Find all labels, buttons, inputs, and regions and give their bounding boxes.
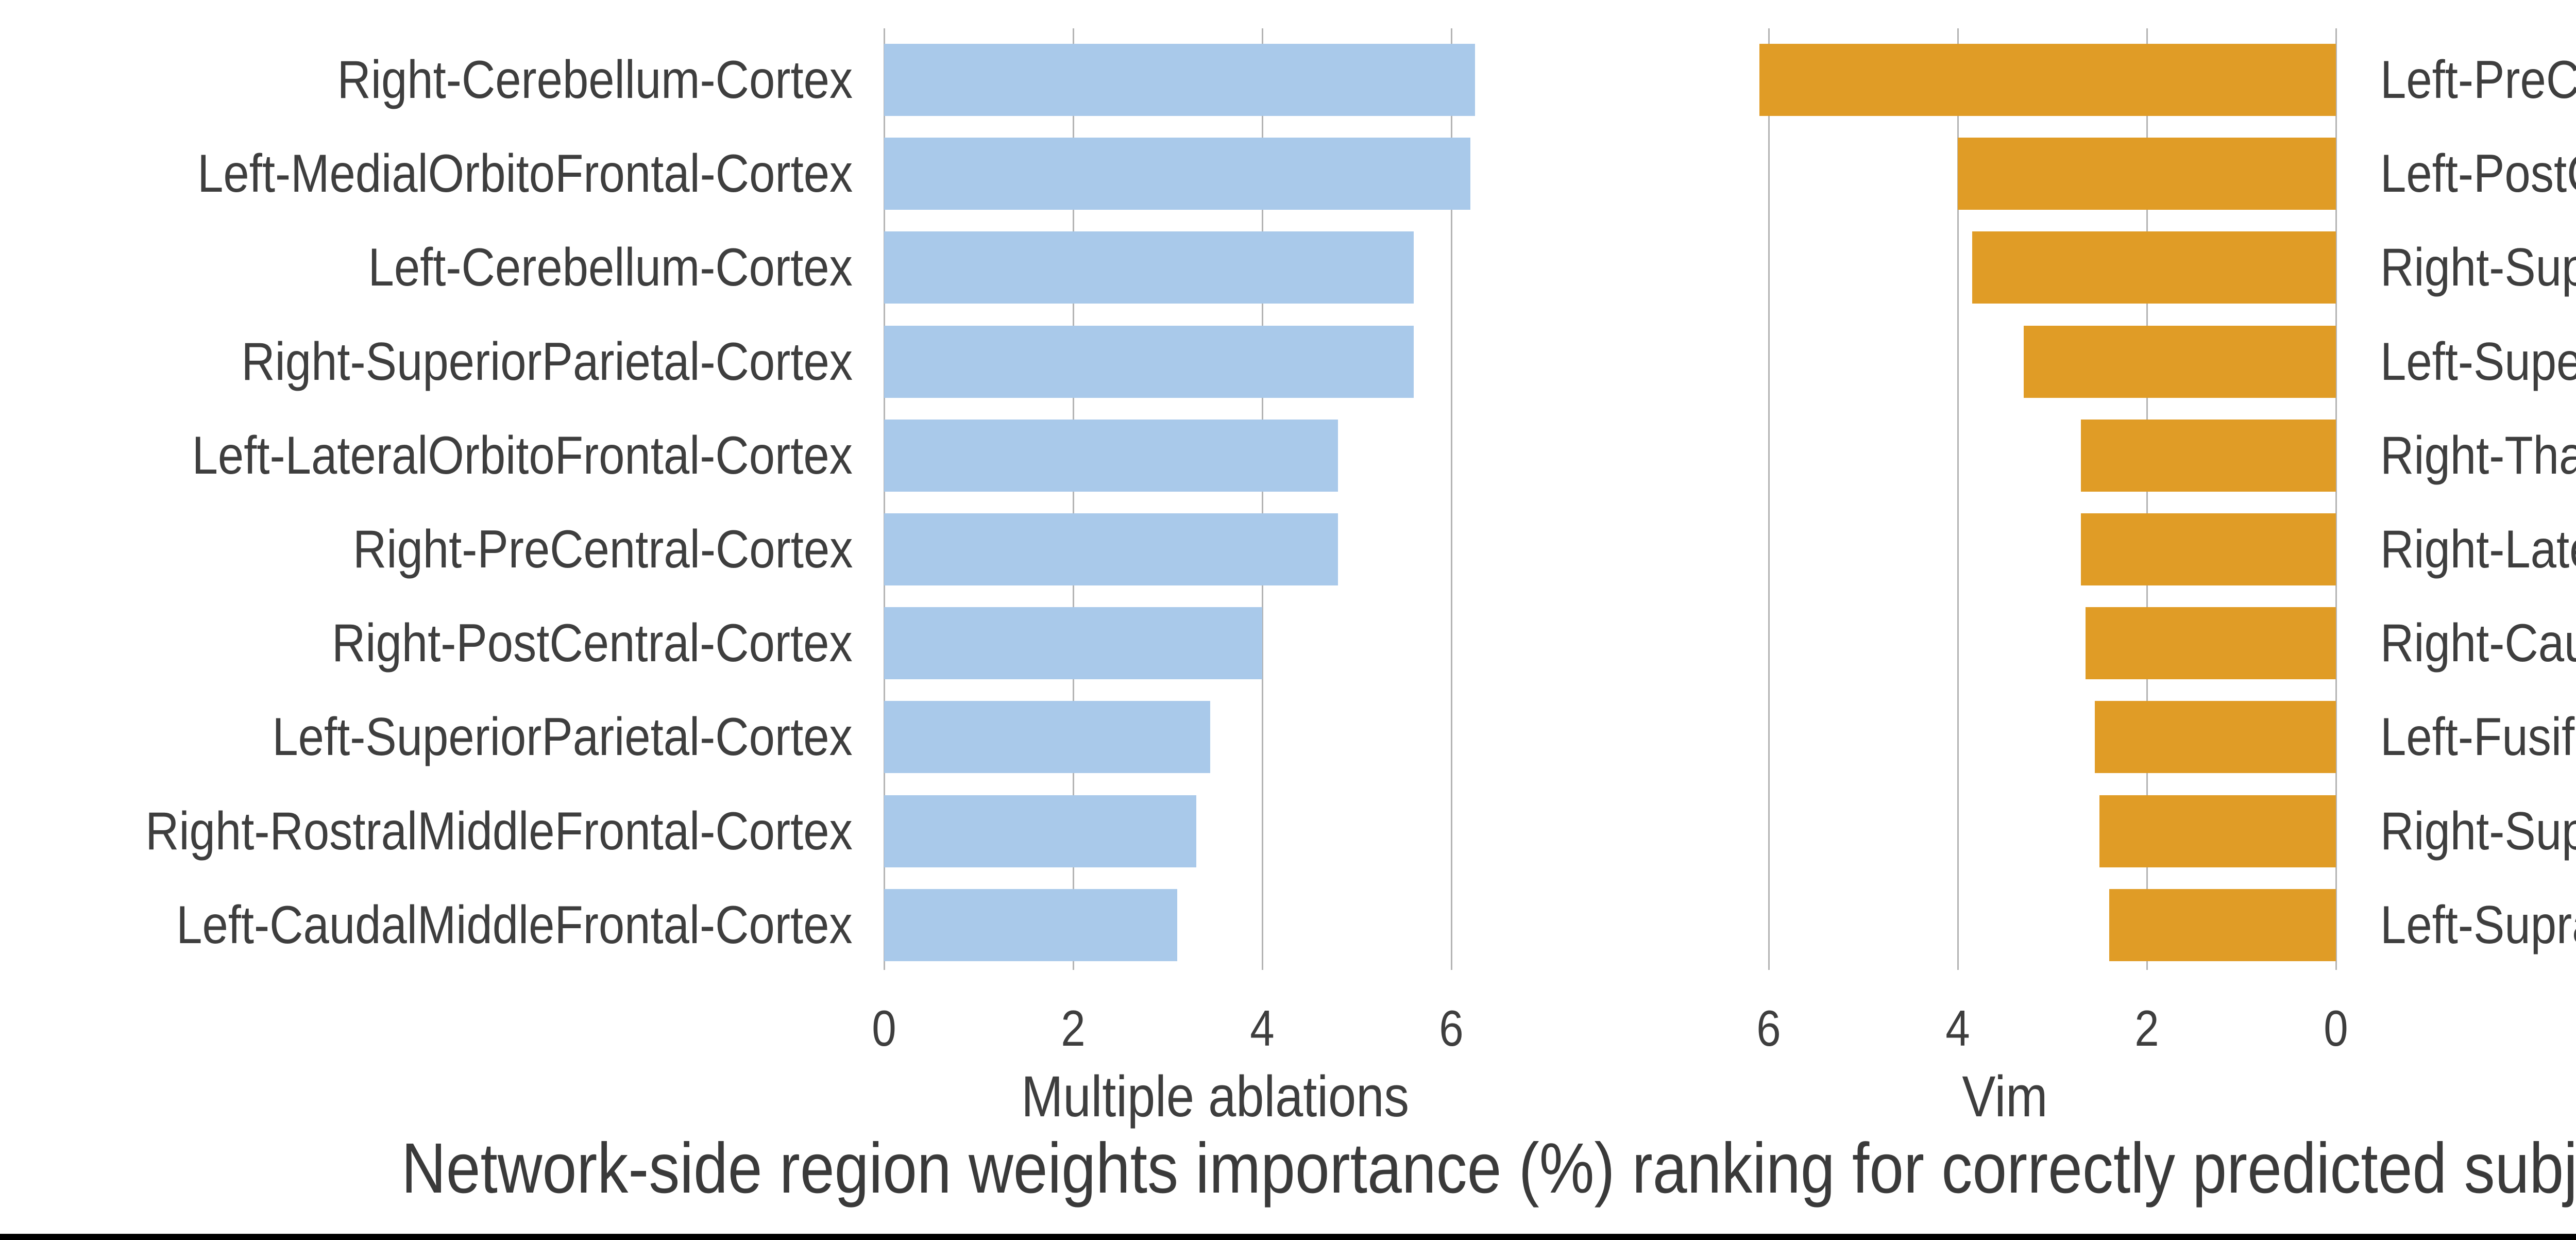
category-label: Left-SuperiorParietal-Cortex	[0, 701, 853, 773]
panel-vim: Vim 6 4 2 0	[1674, 28, 2348, 1126]
category-label: Left-Cerebellum-Cortex	[0, 231, 853, 304]
category-label-text: Right-SupraMarginal-Cortex	[2380, 801, 2576, 861]
category-label-text: Right-LateralOccipital-Cortex	[2380, 520, 2576, 579]
bar	[1958, 138, 2336, 210]
x-tick-label: 4	[1944, 1000, 1972, 1057]
category-label: Right-LateralOccipital-Cortex	[2380, 513, 2576, 585]
bar	[2080, 513, 2336, 585]
category-label-text: Left-Fusiform-Cortex	[2380, 707, 2576, 767]
gridline	[1768, 28, 1770, 970]
category-label-text: Right-Cerebellum-Cortex	[337, 50, 853, 110]
category-label: Right-PostCentral-Cortex	[0, 607, 853, 679]
category-label: Left-SupraMarginal-Cortex	[2380, 889, 2576, 961]
x-axis-label-text: Vim	[1962, 1064, 2048, 1129]
bar	[1759, 44, 2336, 116]
x-tick-label: 0	[870, 1000, 899, 1057]
gridline	[1450, 28, 1452, 970]
x-tick-label-text: 2	[2134, 1000, 2159, 1057]
x-tick-label-text: 0	[2324, 1000, 2348, 1057]
x-tick-label-text: 4	[1945, 1000, 1970, 1057]
x-tick-label-text: 4	[1250, 1000, 1275, 1057]
x-axis-label-text: Multiple ablations	[1021, 1064, 1409, 1129]
category-label-text: Right-PreCentral-Cortex	[352, 520, 853, 579]
category-label: Left-CaudalMiddleFrontal-Cortex	[0, 889, 853, 961]
bar	[2080, 419, 2336, 492]
bar	[884, 44, 1475, 116]
bar	[884, 138, 1470, 210]
category-label: Left-LateralOrbitoFrontal-Cortex	[0, 420, 853, 492]
category-label: Right-PreCentral-Cortex	[0, 513, 853, 585]
gridline	[1072, 28, 1074, 970]
chart-title: Network-side region weights importance (…	[0, 1130, 2576, 1207]
panel-multiple-ablations: Multiple ablations 0 2 4 6	[872, 28, 1546, 1126]
x-tick-label-text: 6	[1439, 1000, 1464, 1057]
bar	[884, 419, 1338, 492]
category-label: Right-Thalamus	[2380, 420, 2576, 492]
category-label: Left-Fusiform-Cortex	[2380, 701, 2576, 773]
gridline	[883, 28, 885, 970]
bar	[2085, 607, 2336, 680]
category-label-text: Left-MedialOrbitoFrontal-Cortex	[197, 144, 853, 204]
category-label: Right-RostralMiddleFrontal-Cortex	[0, 795, 853, 867]
category-label-text: Right-SuperiorFrontal-Cortex	[2380, 238, 2576, 298]
category-label: Left-PreCentral-Cortex	[2380, 44, 2576, 116]
category-label-text: Left-LateralOrbitoFrontal-Cortex	[192, 425, 853, 485]
gridline	[1261, 28, 1263, 970]
category-label: Right-SuperiorParietal-Cortex	[0, 326, 853, 398]
bar	[884, 795, 1196, 867]
gridline	[1957, 28, 1959, 970]
category-label: Left-MedialOrbitoFrontal-Cortex	[0, 138, 853, 210]
x-tick-label-text: 0	[872, 1000, 896, 1057]
bar	[2099, 795, 2336, 867]
x-tick-label: 0	[2322, 1000, 2350, 1057]
bar	[884, 513, 1338, 585]
x-tick-label: 2	[1059, 1000, 1088, 1057]
category-label: Right-SuperiorFrontal-Cortex	[2380, 231, 2576, 304]
gridline	[2146, 28, 2148, 970]
category-label-text: Left-SuperiorFrontal-Cortex	[2380, 331, 2576, 392]
bar	[2095, 701, 2336, 774]
category-label: Right-Cerebellum-Cortex	[0, 44, 853, 116]
category-label-text: Right-SuperiorParietal-Cortex	[241, 331, 853, 392]
category-label: Left-PostCentral-Cortex	[2380, 138, 2576, 210]
x-tick-label: 4	[1248, 1000, 1277, 1057]
bottom-frame-bar	[0, 1234, 2576, 1240]
x-tick-label-text: 6	[1756, 1000, 1781, 1057]
bar	[884, 325, 1414, 398]
x-tick-label: 6	[1755, 1000, 1783, 1057]
x-axis-label-vim: Vim	[1674, 1064, 2336, 1129]
category-label-text: Left-PreCentral-Cortex	[2380, 50, 2576, 110]
bar	[2024, 325, 2336, 398]
x-tick-label-text: 2	[1061, 1000, 1086, 1057]
category-label-text: Right-PostCentral-Cortex	[332, 613, 853, 674]
chart-title-text: Network-side region weights importance (…	[401, 1129, 2576, 1208]
bar	[884, 701, 1211, 774]
category-label-text: Left-CaudalMiddleFrontal-Cortex	[176, 895, 853, 955]
x-tick-label: 6	[1437, 1000, 1466, 1057]
category-label-text: Left-SuperiorParietal-Cortex	[272, 707, 853, 767]
bar	[2109, 889, 2336, 961]
gridline	[2335, 28, 2337, 970]
category-label: Right-SupraMarginal-Cortex	[2380, 795, 2576, 867]
category-label: Left-SuperiorFrontal-Cortex	[2380, 326, 2576, 398]
bar	[1972, 231, 2336, 304]
category-label: Right-Caudate	[2380, 607, 2576, 679]
category-label-text: Left-SupraMarginal-Cortex	[2380, 895, 2576, 955]
category-label-text: Left-Cerebellum-Cortex	[368, 238, 853, 298]
bar	[884, 231, 1414, 304]
category-label-text: Left-PostCentral-Cortex	[2380, 144, 2576, 204]
category-label-text: Right-RostralMiddleFrontal-Cortex	[145, 801, 853, 861]
x-tick-label: 2	[2133, 1000, 2161, 1057]
bar	[884, 889, 1177, 961]
category-label-text: Right-Caudate	[2380, 613, 2576, 674]
x-axis-label-multiple-ablations: Multiple ablations	[884, 1064, 1546, 1129]
category-label-text: Right-Thalamus	[2380, 425, 2576, 485]
bar	[884, 607, 1262, 680]
